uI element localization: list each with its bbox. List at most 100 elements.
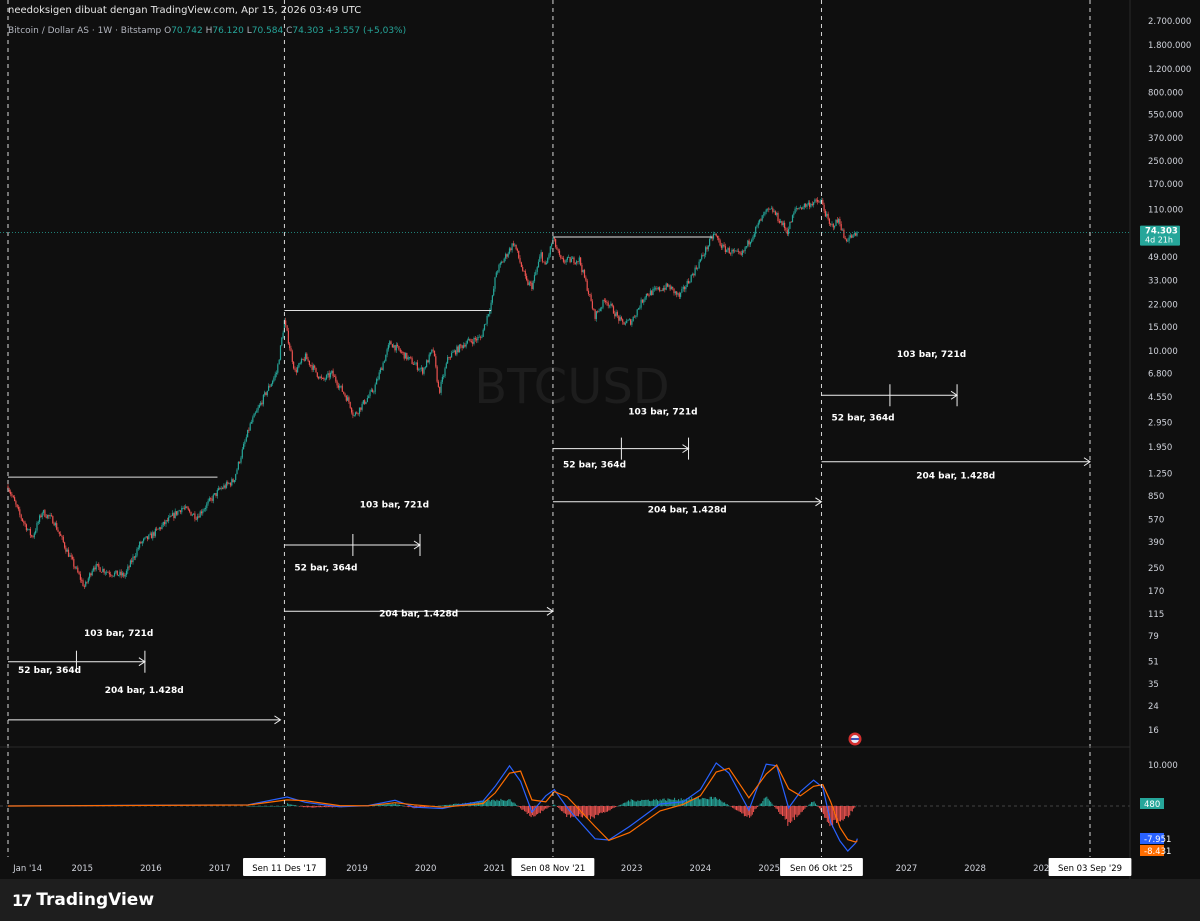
macd-histogram-bar [375, 805, 377, 806]
candle-body [370, 389, 372, 392]
candle-body [549, 246, 551, 255]
candle-body [42, 510, 45, 513]
candle-body [620, 317, 622, 320]
candle-body [501, 261, 503, 263]
macd-histogram-bar [799, 806, 801, 815]
candle-body [839, 219, 841, 224]
macd-histogram-bar [325, 806, 327, 808]
candle-body [31, 535, 33, 537]
candle-body [164, 521, 166, 525]
candle-body [408, 357, 411, 358]
macd-histogram-bar [697, 797, 699, 806]
candle-body [568, 257, 570, 258]
candle-body [171, 513, 174, 516]
candle-body [723, 244, 725, 247]
candle-body [57, 529, 59, 532]
candle-body [212, 494, 214, 501]
candle-body [608, 305, 611, 307]
macd-histogram-bar [589, 806, 591, 820]
candle-body [252, 417, 254, 422]
macd-histogram-bar [377, 805, 379, 806]
candle-body [81, 579, 83, 581]
candles [7, 197, 858, 589]
candle-body [239, 461, 241, 463]
candle-body [844, 237, 846, 240]
candle-body [158, 527, 160, 529]
macd-histogram-bar [709, 796, 711, 806]
candle-body [347, 397, 349, 401]
candle-body [707, 245, 709, 250]
candle-body [343, 391, 345, 394]
macd-histogram-bar [409, 806, 411, 807]
candle-body [701, 255, 703, 260]
macd-histogram-bar [320, 806, 321, 808]
candle-body [340, 385, 342, 387]
candle-body [328, 373, 330, 378]
macd-histogram-bar [767, 798, 769, 806]
macd-histogram-bar [703, 798, 705, 806]
measure-label-103-bar: 103 bar, 721d [897, 350, 966, 360]
candle-body [261, 402, 263, 405]
candle-body [543, 261, 545, 263]
macd-histogram-bar [836, 806, 837, 823]
macd-histogram-bar [597, 806, 599, 816]
candle-body [281, 337, 283, 346]
macd-histogram-bar [582, 806, 583, 818]
candle-body [407, 357, 409, 360]
candle-body [840, 224, 842, 231]
candle-body [245, 437, 247, 442]
macd-histogram-bar [630, 799, 632, 806]
candle-body [186, 506, 188, 509]
candle-body [15, 501, 17, 505]
candle-body [537, 261, 540, 268]
candle-body [838, 219, 840, 223]
macd-histogram-bar [542, 806, 544, 812]
macd-histogram-bar [500, 798, 502, 806]
candle-body [828, 218, 830, 224]
candle-body [391, 344, 393, 348]
macd-histogram-bar [815, 803, 816, 806]
candle-body [99, 567, 101, 572]
candle-body [508, 248, 511, 254]
macd-histogram-bar [608, 806, 610, 811]
candle-body [316, 372, 318, 377]
candle-body [273, 377, 275, 382]
macd-histogram-bar [846, 806, 848, 816]
candle-body [11, 494, 13, 496]
candle-body [75, 567, 77, 569]
candle-body [607, 302, 609, 306]
macd-histogram-bar [845, 806, 847, 817]
macd-histogram-bar [658, 801, 660, 806]
price-axis-tick: 370.000 [1148, 134, 1183, 144]
price-axis-tick: 570 [1148, 516, 1164, 526]
candle-body [558, 250, 561, 256]
macd-histogram-bar [506, 800, 508, 806]
candle-body [615, 312, 617, 317]
candle-body [395, 344, 397, 351]
candle-body [752, 236, 754, 241]
tradingview-mark-icon: 17 [12, 890, 32, 910]
macd-histogram-bar [445, 805, 447, 806]
candle-body [827, 213, 829, 219]
candle-body [96, 564, 99, 565]
macd-histogram-bar [252, 806, 254, 807]
candle-body [62, 536, 64, 543]
candle-body [486, 316, 488, 324]
tradingview-logo[interactable]: 17 TradingView [12, 890, 154, 910]
candle-body [491, 295, 493, 303]
candle-body [319, 376, 321, 379]
candle-body [831, 223, 833, 225]
candle-body [647, 293, 649, 296]
symbol-legend[interactable]: Bitcoin / Dollar AS · 1W · Bitstamp O70.… [8, 26, 406, 36]
candle-body [146, 536, 149, 540]
candle-body [781, 221, 783, 225]
macd-histogram-bar [391, 804, 393, 806]
macd-histogram-bar [822, 806, 824, 814]
candle-body [35, 530, 37, 534]
macd-histogram-bar [288, 804, 290, 806]
candle-body [482, 329, 484, 337]
macd-histogram-bar [826, 806, 828, 822]
candle-body [565, 259, 567, 263]
macd-histogram-bar [520, 806, 522, 809]
